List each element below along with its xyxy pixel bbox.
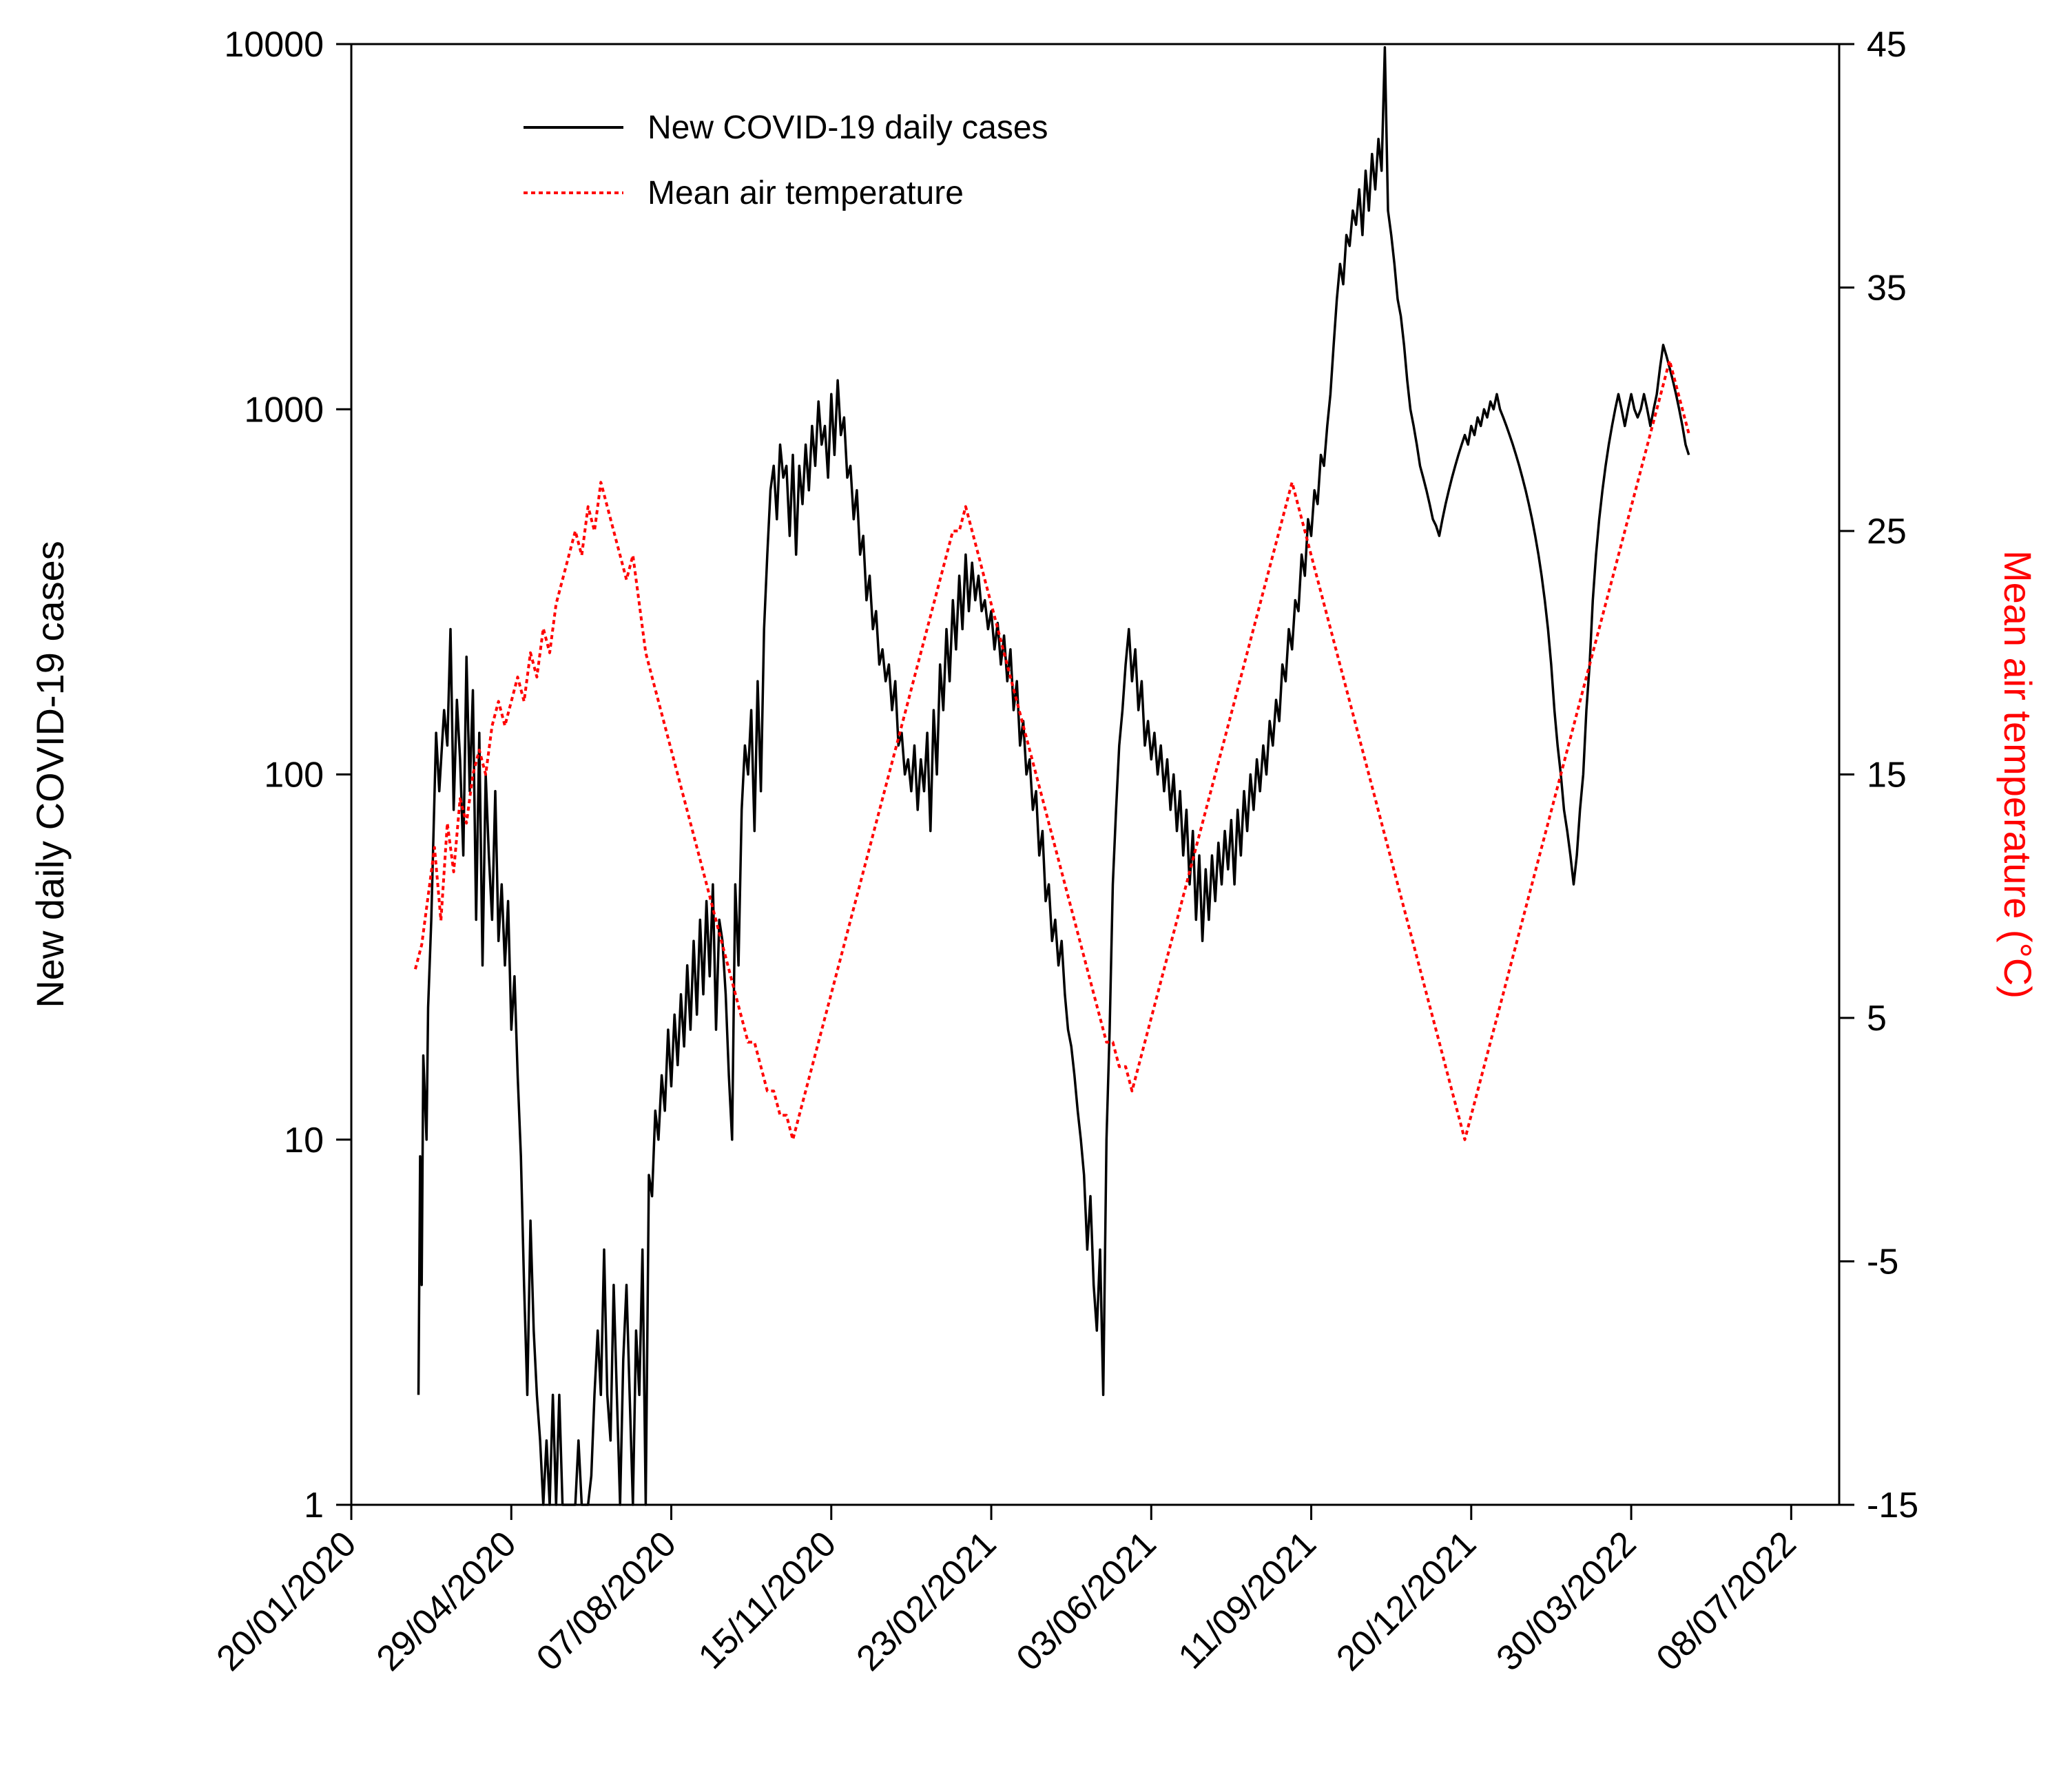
y-right-tick-label: 35 [1867,269,1907,309]
y-right-tick-label: 25 [1867,512,1907,552]
series-layer [413,45,1690,1506]
y-left-axis-title: New daily COVID-19 cases [28,541,72,1008]
y-right-tick-label: -15 [1867,1486,1918,1525]
y-left-tick-label: 1 [304,1486,324,1525]
series-covid-cases-line [417,45,1690,1506]
legend-label-temperature: Mean air temperature [648,175,964,211]
legend: New COVID-19 daily cases Mean air tempera… [524,110,1048,211]
y-left-tick-label: 1000 [244,390,324,430]
y-right-tick-label: 15 [1867,756,1907,795]
y-right-tick-label: 45 [1867,25,1907,65]
y-right-axis-title: Mean air temperature (°C) [1996,550,2040,999]
y-left-tick-label: 10 [284,1121,324,1160]
y-left-tick-label: 100 [264,756,324,795]
y-right-tick-label: -5 [1867,1242,1898,1282]
y-left-tick-label: 10000 [224,25,324,65]
legend-label-covid-cases: New COVID-19 daily cases [648,110,1048,146]
axes-layer [336,43,1854,1520]
series-temperature-line [413,359,1690,1141]
y-right-tick-label: 5 [1867,999,1887,1039]
